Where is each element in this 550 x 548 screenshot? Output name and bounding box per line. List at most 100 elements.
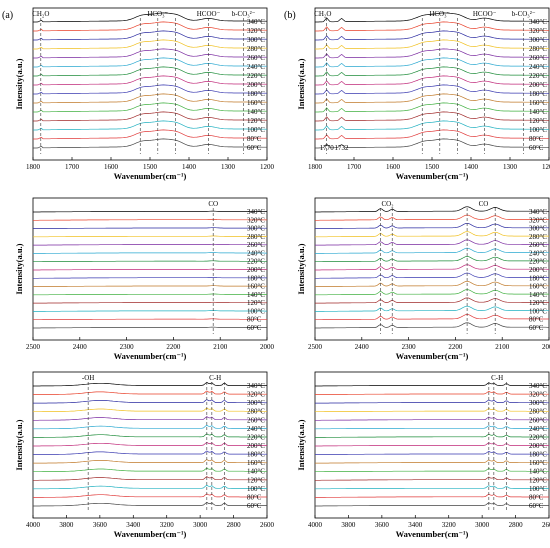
peak-annotation: HCOO⁻	[473, 10, 497, 18]
spectrum-line	[33, 12, 267, 23]
spectrum-line	[33, 433, 267, 438]
temperature-label: 300°C	[529, 399, 547, 407]
spectrum-line	[33, 227, 267, 229]
spectrum-line	[315, 459, 549, 464]
spectrum-line	[315, 102, 550, 113]
x-tick-label: 1200	[260, 163, 275, 171]
temperature-label: 140°C	[529, 468, 547, 476]
temperature-label: 100°C	[247, 307, 265, 315]
x-tick-label: 2000	[260, 343, 275, 351]
temperature-label: 280°C	[529, 408, 547, 416]
spectrum-line	[33, 310, 267, 312]
temperature-label: 140°C	[247, 108, 265, 116]
x-tick-label: 3200	[442, 521, 457, 529]
y-axis-label: Intensity(a.u.)	[14, 58, 24, 109]
y-axis-label: Intensity(a.u.)	[296, 58, 306, 109]
peak-annotation: C-H	[491, 374, 503, 382]
spectrum-line	[33, 66, 267, 77]
spectrum-line	[32, 424, 267, 430]
x-tick-label: 2600	[542, 521, 550, 529]
spectrum-line	[315, 214, 549, 221]
x-tick-label: 2100	[213, 343, 228, 351]
chart-b2: 2500 2400 2300 2200 2100 2000 Wavenumber(cm⁻¹)…	[296, 197, 550, 361]
spectrum-line	[33, 57, 267, 68]
spectrum-line	[315, 256, 549, 263]
x-tick-label: 1700	[347, 163, 362, 171]
spectrum-line	[33, 93, 267, 104]
temperature-label: 260°C	[529, 54, 547, 62]
temperature-label: 160°C	[529, 459, 547, 467]
spectrum-line	[33, 407, 267, 413]
temperature-label: 100°C	[529, 307, 547, 315]
peak-annotation: CH₂O	[32, 10, 49, 18]
spectrum-line	[315, 12, 550, 23]
spectrum-line	[315, 305, 549, 312]
peak-annotation: CO	[208, 200, 218, 208]
spectrum-line	[314, 425, 549, 430]
spectrum-line	[33, 84, 267, 95]
spectrum-line	[33, 467, 267, 473]
x-tick-label: 1700	[65, 163, 80, 171]
spectrum-line	[315, 239, 549, 246]
temperature-label: 120°C	[529, 476, 547, 484]
temperature-label: 260°C	[529, 416, 547, 424]
spectrum-line	[315, 407, 549, 413]
spectrum-line	[33, 102, 267, 113]
temperature-label: 240°C	[247, 425, 265, 433]
temperature-label: 200°C	[247, 81, 265, 89]
temperature-label: 320°C	[247, 27, 265, 35]
spectrum-line	[315, 502, 549, 507]
temperature-label: 300°C	[247, 225, 265, 233]
spectrum-line	[315, 93, 550, 104]
spectrum-line	[33, 219, 267, 221]
chart-a1: 1800 1700 1600 1500 1400 1300 1200 Wavenumber(c…	[14, 7, 275, 181]
spectrum-line	[33, 21, 267, 32]
temperature-label: 80°C	[529, 316, 544, 324]
spectrum-line	[33, 30, 267, 41]
temperature-label: 220°C	[247, 72, 265, 80]
x-tick-label: 3400	[408, 521, 423, 529]
temperature-label: 180°C	[247, 274, 265, 282]
temperature-label: 340°C	[247, 208, 265, 216]
spectrum-line	[315, 280, 549, 287]
temperature-label: 320°C	[247, 216, 265, 224]
peak-annotation: b-CO₃²⁻	[232, 10, 256, 18]
plot-frame	[32, 371, 268, 519]
x-tick-label: 2100	[495, 343, 510, 351]
temperature-label: 120°C	[247, 117, 265, 125]
x-axis-label: Wavenumber(cm⁻¹)	[396, 529, 469, 539]
panel-label-a: (a)	[2, 10, 13, 21]
spectrum-line	[315, 476, 549, 481]
temperature-label: 280°C	[247, 233, 265, 241]
spectrum-line	[33, 210, 267, 213]
temperature-label: 320°C	[529, 27, 547, 35]
temperature-label: 240°C	[529, 249, 547, 257]
x-tick-label: 3800	[59, 521, 74, 529]
peak-annotation: HCO₃⁻	[429, 10, 450, 18]
spectrum-line	[315, 467, 549, 473]
spectrum-line	[315, 39, 550, 50]
temperature-label: 220°C	[529, 433, 547, 441]
temperature-label: 180°C	[529, 90, 547, 98]
temperature-label: 220°C	[247, 433, 265, 441]
temperature-label: 260°C	[247, 54, 265, 62]
x-tick-label: 1300	[503, 163, 518, 171]
temperature-label: 160°C	[247, 99, 265, 107]
temperature-label: 120°C	[247, 476, 265, 484]
x-tick-label: 3600	[375, 521, 390, 529]
spectrum-line	[33, 501, 267, 507]
temperature-label: 340°C	[529, 382, 547, 390]
spectrum-line	[33, 285, 267, 287]
temperature-label: 180°C	[247, 451, 265, 459]
temperature-label: 340°C	[247, 382, 265, 390]
x-axis-label: Wavenumber(cm⁻¹)	[114, 171, 187, 181]
spectrum-line	[315, 75, 550, 86]
spectrum-line	[315, 450, 549, 455]
spectrum-line	[315, 322, 549, 329]
spectrum-line	[33, 268, 267, 271]
temperature-label: 160°C	[247, 283, 265, 291]
temperature-label: 140°C	[529, 108, 547, 116]
temperature-label: 140°C	[247, 468, 265, 476]
temperature-label: 280°C	[529, 233, 547, 241]
temperature-label: 140°C	[247, 291, 265, 299]
